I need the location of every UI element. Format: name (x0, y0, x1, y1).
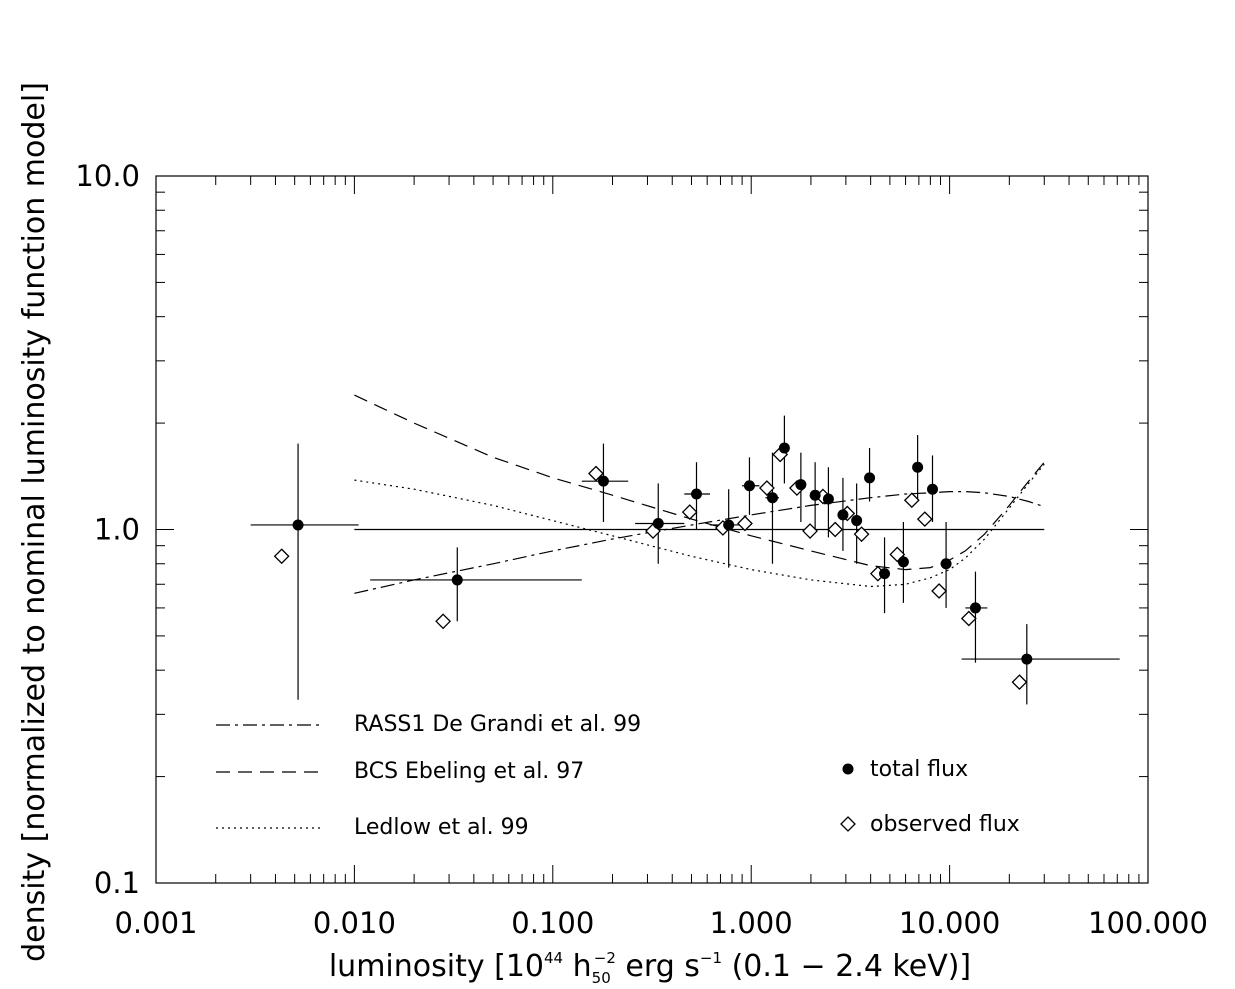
total-flux-point (912, 461, 924, 473)
total-flux-point (766, 492, 778, 504)
model-curve (354, 463, 1045, 588)
data-markers (273, 442, 1033, 691)
y-axis-label: density [normalized to nominal luminosit… (17, 82, 52, 962)
total-flux-point (292, 519, 304, 531)
total-flux-point (451, 574, 463, 586)
x-tick-label: 0.001 (114, 906, 197, 940)
observed-flux-point (1011, 674, 1028, 691)
observed-flux-point (435, 613, 452, 630)
legend-label: BCS Ebeling et al. 97 (354, 759, 584, 784)
observed-flux-point (758, 480, 775, 496)
total-flux-point (795, 479, 807, 491)
total-flux-point (822, 493, 834, 505)
total-flux-point (1021, 653, 1033, 665)
total-flux-point (690, 488, 702, 500)
model-curves (354, 394, 1045, 594)
observed-flux-point (588, 465, 604, 482)
x-axis-label: luminosity [1044 h50−2 erg s−1 (0.1 − 2.… (329, 949, 971, 987)
observed-flux-point (737, 515, 753, 532)
observed-flux-point (273, 548, 290, 565)
total-flux-point (652, 517, 664, 529)
observed-flux-point (827, 521, 844, 538)
total-flux-point (879, 568, 891, 580)
y-tick-label: 10.0 (75, 159, 140, 193)
total-flux-point (597, 475, 609, 487)
total-flux-point (743, 480, 755, 492)
observed-flux-point (903, 492, 920, 509)
y-tick-label: 1.0 (94, 513, 140, 547)
total-flux-point (897, 556, 909, 568)
total-flux-point (778, 442, 790, 454)
x-tick-labels: 0.001 0.010 0.100 1.000 10.000 100.000 (114, 906, 1207, 940)
observed-flux-point (931, 583, 947, 599)
legend-label: total flux (870, 757, 968, 782)
x-tick-label: 0.100 (511, 906, 594, 940)
axis-ticks (155, 176, 1148, 884)
total-flux-point (940, 558, 952, 570)
legend-label: RASS1 De Grandi et al. 99 (354, 712, 641, 737)
observed-flux-point (916, 511, 933, 528)
x-tick-label: 1.000 (710, 906, 793, 940)
total-flux-point (927, 483, 939, 495)
x-tick-label: 100.000 (1088, 906, 1208, 940)
legend-total-flux-marker (842, 763, 854, 775)
model-curve (354, 394, 1045, 571)
total-flux-point (851, 515, 863, 527)
legend: RASS1 De Grandi et al. 99 BCS Ebeling et … (216, 712, 1020, 840)
total-flux-point (864, 472, 876, 484)
model-curve (354, 491, 1045, 594)
observed-flux-point (681, 504, 698, 521)
total-flux-point (809, 489, 821, 501)
error-bars (250, 415, 1120, 705)
legend-observed-flux-marker (840, 816, 856, 832)
legend-label: observed flux (870, 812, 1020, 837)
total-flux-point (837, 509, 849, 521)
x-tick-label: 10.000 (899, 906, 1000, 940)
plot-frame (155, 175, 1149, 884)
legend-label: Ledlow et al. 99 (354, 815, 529, 840)
observed-flux-point (853, 526, 870, 543)
total-flux-point (969, 602, 981, 614)
y-tick-labels: 0.1 1.0 10.0 (75, 159, 140, 900)
y-tick-label: 0.1 (94, 866, 140, 900)
x-tick-label: 0.010 (313, 906, 396, 940)
observed-flux-point (802, 523, 818, 539)
observed-flux-point (960, 610, 977, 627)
total-flux-point (723, 519, 735, 531)
